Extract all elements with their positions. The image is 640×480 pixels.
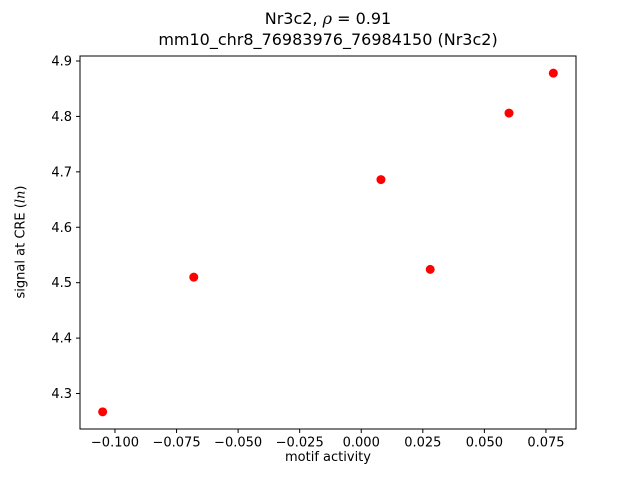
title-gene: Nr3c2,: [264, 9, 323, 28]
x-tick-label: 0.000: [343, 436, 380, 451]
y-axis-label: signal at CRE (ln): [14, 186, 29, 299]
chart-title: Nr3c2, ρ = 0.91 mm10_chr8_76983976_76984…: [158, 8, 497, 50]
y-tick-label: 4.9: [51, 54, 72, 69]
x-axis-label: motif activity: [285, 450, 371, 465]
y-tick-label: 4.8: [51, 110, 72, 125]
data-point: [548, 68, 558, 78]
x-tick-label: −0.025: [276, 436, 324, 451]
data-point: [376, 175, 386, 185]
y-tick-label: 4.5: [51, 276, 72, 291]
data-point: [98, 407, 108, 417]
x-tick-label: −0.100: [91, 436, 139, 451]
x-tick-label: 0.075: [527, 436, 564, 451]
y-tick-label: 4.7: [51, 165, 72, 180]
chart-title-line2: mm10_chr8_76983976_76984150 (Nr3c2): [158, 30, 498, 49]
rho-symbol: ρ: [322, 9, 333, 28]
x-tick-label: −0.075: [152, 436, 200, 451]
y-tick-label: 4.4: [51, 332, 72, 347]
x-tick-label: 0.025: [404, 436, 441, 451]
data-point: [189, 272, 199, 282]
y-axis-label-post: ): [13, 185, 29, 191]
axes-frame: [79, 55, 577, 430]
x-tick-label: −0.050: [214, 436, 262, 451]
y-tick-label: 4.6: [51, 221, 72, 236]
data-point: [425, 264, 435, 274]
y-axis-label-pre: signal at CRE (: [13, 203, 29, 299]
y-axis-label-ln: ln: [13, 190, 29, 204]
chart-title-line1: Nr3c2, ρ = 0.91: [158, 8, 497, 29]
title-correlation-value: = 0.91: [332, 9, 392, 28]
data-point: [504, 108, 514, 118]
x-tick-label: 0.050: [466, 436, 503, 451]
y-tick-label: 4.3: [51, 387, 72, 402]
